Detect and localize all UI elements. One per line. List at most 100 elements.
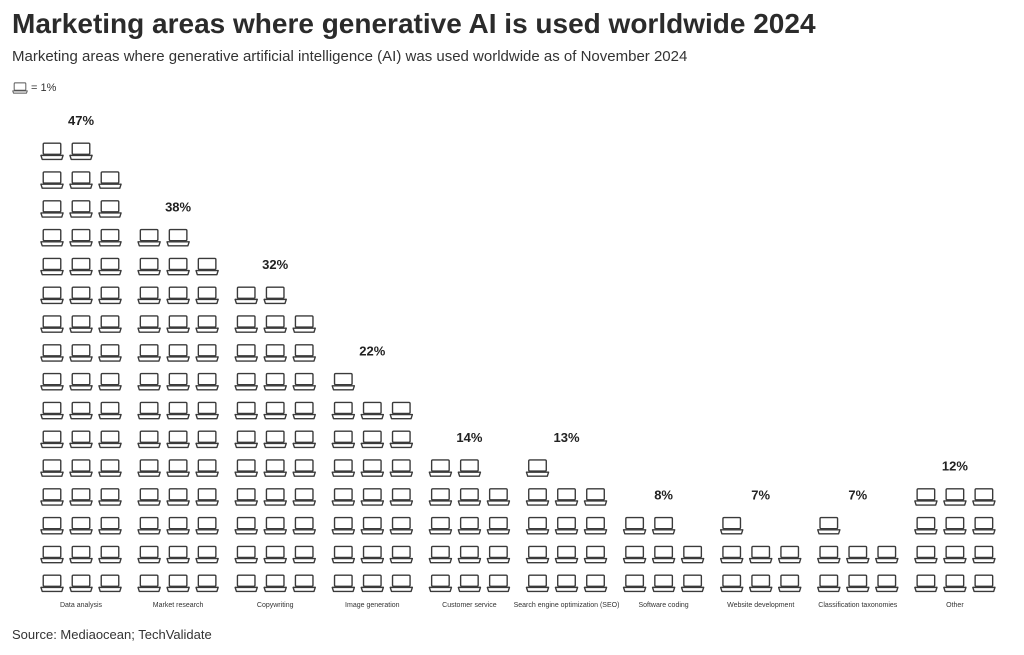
laptop-icon <box>554 574 579 593</box>
category-label-classification-taxonomies: Classification taxonomies <box>818 602 897 609</box>
laptop-icon <box>40 459 64 477</box>
value-label-market-research: 38% <box>165 199 191 214</box>
laptop-icon <box>428 459 453 477</box>
laptop-icon <box>875 545 899 564</box>
chart-title: Marketing areas where generative AI is u… <box>12 8 816 39</box>
laptop-icon <box>98 459 122 477</box>
laptop-icon <box>360 488 385 506</box>
laptop-icon <box>972 488 996 506</box>
laptop-icon <box>137 430 161 449</box>
laptop-icon <box>331 430 356 449</box>
laptop-icon <box>486 545 511 564</box>
laptop-icon <box>234 315 258 333</box>
laptop-icon <box>360 401 385 420</box>
laptop-icon <box>331 545 356 564</box>
laptop-icon <box>263 516 287 535</box>
laptop-icon <box>40 545 64 564</box>
laptop-icon <box>98 401 122 420</box>
laptop-icon <box>389 488 414 506</box>
value-label-image-generation: 22% <box>359 343 385 358</box>
laptop-icon <box>457 516 482 535</box>
laptop-icon <box>263 286 287 305</box>
laptop-icon <box>98 228 122 247</box>
laptop-icon <box>40 315 64 333</box>
laptop-icon <box>234 574 258 593</box>
laptop-icon <box>195 315 219 333</box>
laptop-icon <box>846 545 870 564</box>
laptop-icon <box>525 488 550 506</box>
category-label-copywriting: Copywriting <box>257 602 294 609</box>
laptop-icon <box>914 488 938 506</box>
laptop-icon <box>846 574 870 593</box>
laptop-icon <box>360 459 385 477</box>
laptop-icon <box>292 430 316 449</box>
laptop-icon <box>137 372 161 391</box>
laptop-icon <box>40 228 64 247</box>
laptop-icon <box>972 545 996 564</box>
laptop-icon <box>622 574 647 593</box>
laptop-icon <box>98 488 122 506</box>
laptop-icon <box>195 488 219 506</box>
laptop-icon <box>69 200 93 218</box>
category-label-market-research: Market research <box>153 602 204 609</box>
laptop-icon <box>69 228 93 247</box>
laptop-icon <box>457 459 482 477</box>
laptop-icon <box>651 574 676 593</box>
laptop-icon <box>428 516 453 535</box>
laptop-icon <box>292 372 316 391</box>
laptop-icon <box>292 344 316 362</box>
bar-data-analysis <box>40 142 122 593</box>
laptop-icon <box>622 545 647 564</box>
laptop-icon <box>195 430 219 449</box>
value-label-software-coding: 8% <box>654 487 673 502</box>
laptop-icon <box>263 430 287 449</box>
bar-classification-taxonomies <box>817 516 899 593</box>
laptop-icon <box>98 257 122 276</box>
bar-copywriting <box>234 286 316 593</box>
value-label-copywriting: 32% <box>262 257 288 272</box>
laptop-icon <box>817 516 841 535</box>
laptop-icon <box>98 372 122 391</box>
laptop-icon <box>166 401 190 420</box>
laptop-icon <box>554 545 579 564</box>
laptop-icon <box>525 574 550 593</box>
value-label-other: 12% <box>942 459 968 474</box>
laptop-icon <box>137 315 161 333</box>
laptop-icon <box>69 257 93 276</box>
laptop-icon <box>40 142 64 161</box>
laptop-icon <box>457 488 482 506</box>
laptop-icon <box>69 545 93 564</box>
laptop-icon <box>972 574 996 593</box>
category-label-website-development: Website development <box>727 602 794 609</box>
laptop-icon <box>331 574 356 593</box>
laptop-icon <box>195 545 219 564</box>
laptop-icon <box>69 315 93 333</box>
laptop-icon <box>166 545 190 564</box>
laptop-icon <box>195 401 219 420</box>
laptop-icon <box>331 372 356 391</box>
laptop-icon <box>137 516 161 535</box>
laptop-icon <box>680 574 705 593</box>
laptop-icon <box>583 488 608 506</box>
value-label-customer-service: 14% <box>456 430 482 445</box>
category-label-other: Other <box>946 602 964 609</box>
category-label-search-engine-optimization-seo: Search engine optimization (SEO) <box>514 602 620 609</box>
laptop-icon <box>137 286 161 305</box>
laptop-icon <box>98 315 122 333</box>
laptop-icon <box>166 430 190 449</box>
laptop-icon <box>817 545 841 564</box>
laptop-icon <box>914 574 938 593</box>
laptop-icon <box>263 574 287 593</box>
laptop-icon <box>583 516 608 535</box>
laptop-icon <box>389 401 414 420</box>
laptop-icon <box>40 344 64 362</box>
category-label-data-analysis: Data analysis <box>60 602 103 609</box>
legend: = 1% <box>12 82 56 94</box>
laptop-icon <box>651 545 676 564</box>
value-label-website-development: 7% <box>751 487 770 502</box>
laptop-icon <box>292 401 316 420</box>
laptop-icon <box>166 315 190 333</box>
laptop-icon <box>331 401 356 420</box>
bar-website-development <box>719 516 802 593</box>
laptop-icon <box>292 545 316 564</box>
